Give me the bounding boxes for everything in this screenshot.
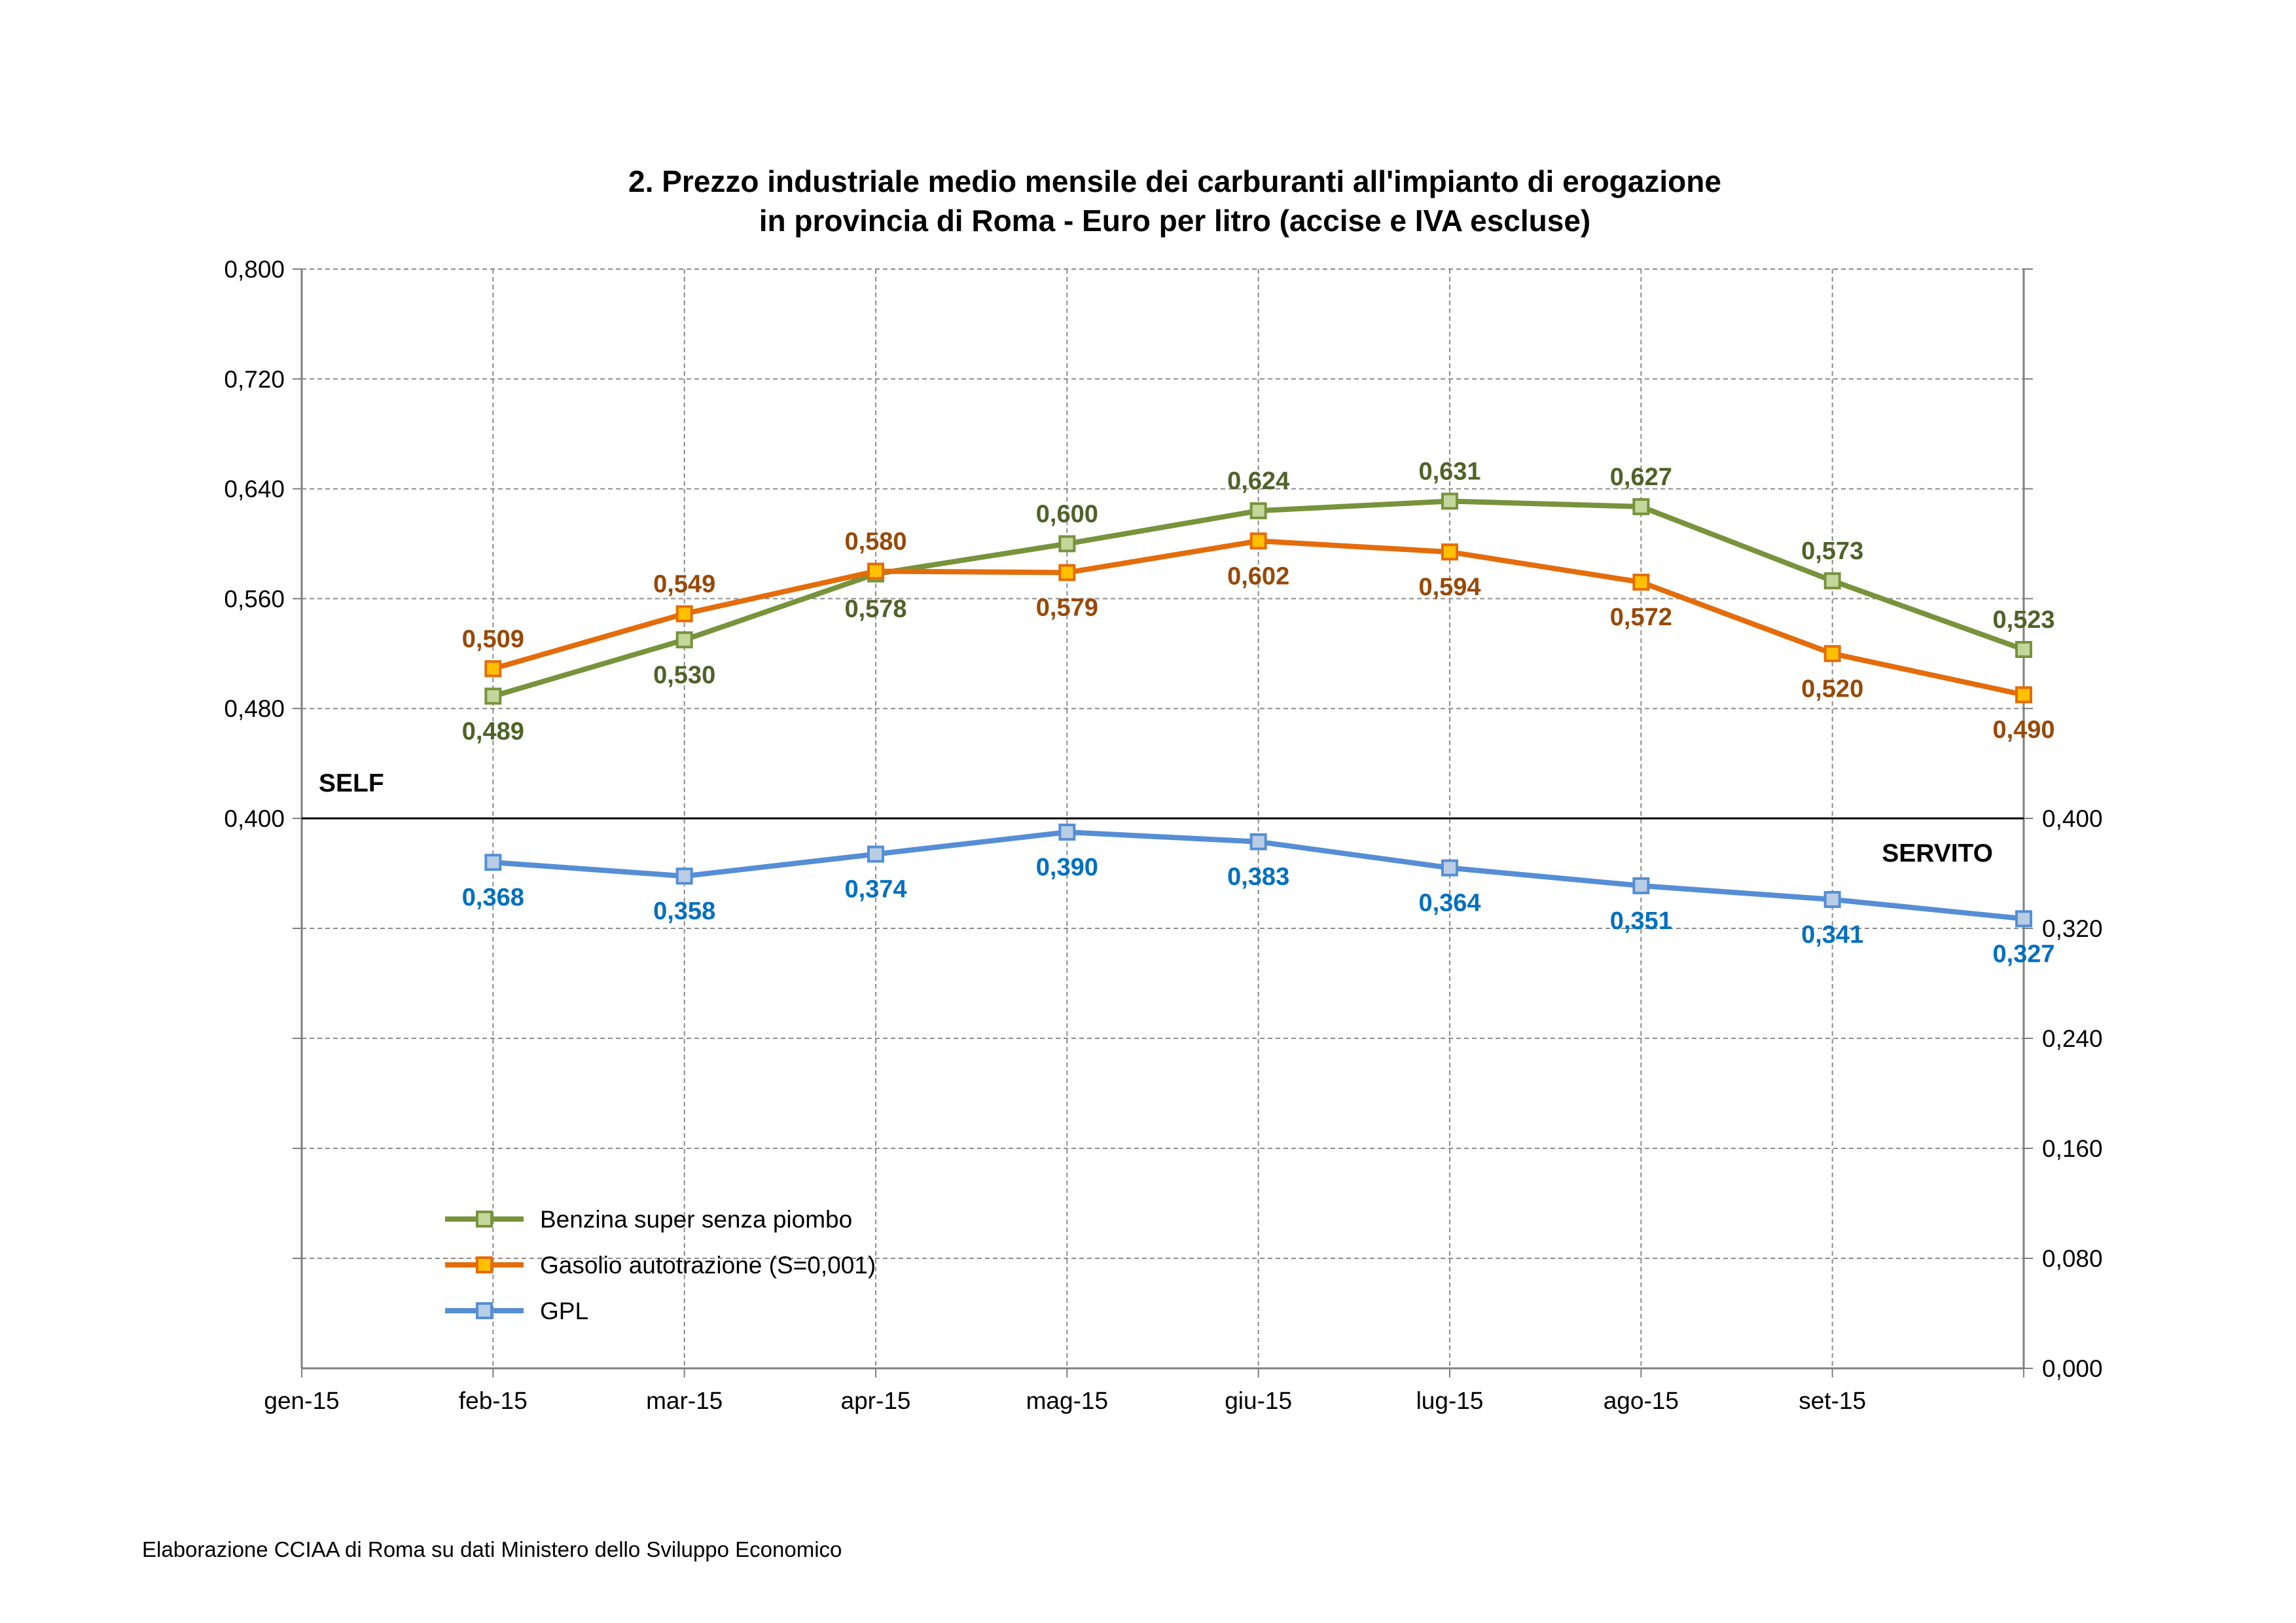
- x-axis-tick-label: mar-15: [646, 1387, 723, 1414]
- self-segment-label: SELF: [319, 769, 384, 797]
- x-axis-tick-label: mag-15: [1026, 1387, 1108, 1414]
- data-point-marker: [675, 631, 693, 649]
- x-axis-tick-label: set-15: [1799, 1387, 1866, 1414]
- data-label: 0,627: [1610, 464, 1672, 491]
- right-axis-tick-label: 0,000: [2042, 1355, 2103, 1382]
- legend-swatch-marker: [476, 1302, 493, 1319]
- legend-entry-label: Benzina super senza piombo: [540, 1206, 852, 1233]
- data-label: 0,631: [1418, 458, 1480, 485]
- legend-entry-label: GPL: [540, 1298, 588, 1324]
- left-axis-tick-label: 0,480: [224, 695, 285, 722]
- data-point-marker: [1249, 502, 1267, 520]
- data-point-marker: [1441, 543, 1458, 561]
- data-point-marker: [675, 867, 693, 885]
- servito-segment-label: SERVITO: [1882, 839, 1993, 867]
- data-label: 0,580: [844, 528, 906, 555]
- axes: 0,400 0,480 0,560 0,640 0,720 0,800 0,000 0,080…: [224, 256, 2102, 1414]
- data-point-marker: [1441, 859, 1458, 877]
- data-label: 0,530: [653, 661, 715, 689]
- data-point-marker: [867, 845, 884, 863]
- legend-entry-label: Gasolio autotrazione (S=0,001): [540, 1252, 876, 1279]
- data-label: 0,572: [1610, 604, 1672, 631]
- data-point-marker: [867, 562, 884, 580]
- data-point-marker: [484, 854, 502, 871]
- left-axis-tick-label: 0,640: [224, 476, 285, 503]
- data-label: 0,489: [462, 718, 524, 745]
- right-axis-tick-label: 0,400: [2042, 805, 2103, 832]
- source-footnote: Elaborazione CCIAA di Roma su dati Minis…: [142, 1537, 842, 1561]
- chart-title-line2: in provincia di Roma - Euro per litro (a…: [759, 204, 1590, 238]
- right-axis-tick-label: 0,320: [2042, 915, 2103, 942]
- data-point-marker: [1058, 564, 1076, 581]
- x-axis-tick-label: giu-15: [1225, 1387, 1292, 1414]
- data-label: 0,509: [462, 625, 524, 653]
- data-label: 0,579: [1036, 594, 1098, 622]
- legend-swatch-marker: [476, 1256, 493, 1273]
- data-label: 0,624: [1227, 467, 1289, 495]
- gridlines: [302, 268, 2024, 1368]
- left-axis-tick-label: 0,400: [224, 805, 285, 832]
- data-label: 0,523: [1992, 606, 2054, 634]
- data-label: 0,549: [653, 570, 715, 598]
- data-point-marker: [1058, 824, 1076, 841]
- data-label: 0,490: [1992, 716, 2054, 744]
- data-point-marker: [1823, 572, 1841, 590]
- data-point-marker: [1632, 877, 1650, 894]
- right-axis-tick-label: 0,160: [2042, 1135, 2103, 1162]
- data-label: 0,390: [1036, 854, 1098, 881]
- data-point-marker: [1249, 833, 1267, 850]
- left-axis-tick-label: 0,560: [224, 585, 285, 612]
- data-label: 0,368: [462, 884, 524, 911]
- data-label: 0,327: [1992, 940, 2054, 968]
- right-axis-tick-label: 0,240: [2042, 1025, 2103, 1052]
- data-label: 0,594: [1418, 574, 1480, 601]
- data-point-marker: [2015, 686, 2032, 704]
- data-label: 0,383: [1227, 864, 1289, 891]
- data-point-marker: [484, 687, 502, 705]
- data-point-marker: [1823, 645, 1841, 663]
- data-label: 0,341: [1801, 921, 1863, 949]
- data-point-marker: [1632, 574, 1650, 591]
- data-point-marker: [675, 605, 693, 623]
- legend: Benzina super senza piombo Gasolio autotr…: [445, 1206, 876, 1324]
- x-axis-tick-label: feb-15: [459, 1387, 528, 1414]
- data-point-marker: [1823, 890, 1841, 908]
- x-axis-tick-label: apr-15: [841, 1387, 911, 1414]
- left-axis-tick-label: 0,800: [224, 256, 285, 283]
- legend-swatch-marker: [476, 1211, 493, 1228]
- x-axis-tick-label: gen-15: [264, 1387, 339, 1414]
- series: [484, 492, 2032, 928]
- x-axis-tick-label: lug-15: [1416, 1387, 1484, 1414]
- data-label: 0,364: [1418, 890, 1480, 917]
- data-label: 0,520: [1801, 675, 1863, 702]
- left-axis-tick-label: 0,720: [224, 366, 285, 393]
- data-point-marker: [2015, 910, 2032, 928]
- right-axis-tick-label: 0,080: [2042, 1245, 2103, 1272]
- data-point-marker: [484, 660, 502, 678]
- data-label: 0,351: [1610, 907, 1672, 935]
- data-point-marker: [1632, 498, 1650, 515]
- chart-title-line1: 2. Prezzo industriale medio mensile dei …: [628, 164, 1721, 198]
- data-labels: 0,489 0,530 0,578 0,600 0,624 0,631 0,627 0,573…: [462, 458, 2055, 968]
- x-axis-tick-label: ago-15: [1604, 1387, 1679, 1414]
- data-point-marker: [1249, 532, 1267, 550]
- data-point-marker: [2015, 641, 2032, 659]
- data-label: 0,573: [1801, 538, 1863, 565]
- data-label: 0,600: [1036, 501, 1098, 528]
- data-label: 0,358: [653, 898, 715, 925]
- data-label: 0,578: [844, 596, 906, 623]
- data-point-marker: [1058, 535, 1076, 553]
- data-point-marker: [1441, 492, 1458, 510]
- data-label: 0,374: [844, 876, 906, 903]
- data-label: 0,602: [1227, 562, 1289, 590]
